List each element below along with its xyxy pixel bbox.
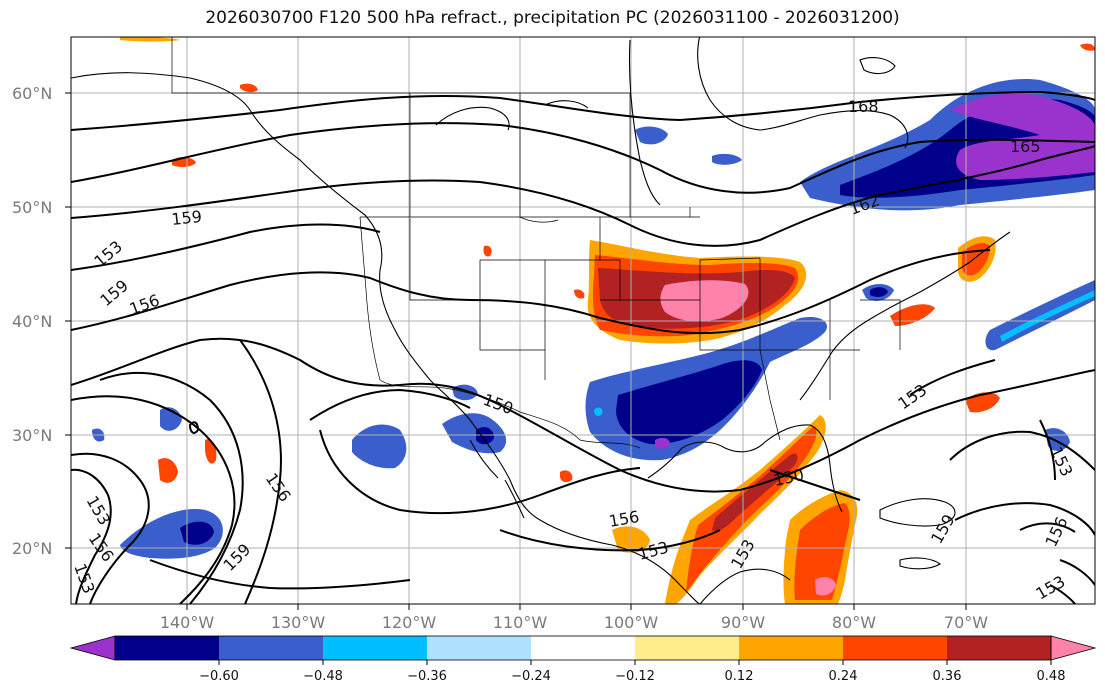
colorbar-tick-label: −0.12 [615,669,655,684]
colorbar-segment [843,636,948,660]
shade-neg-ne-small2 [712,153,742,165]
lon-label: 80°W [832,613,876,632]
tick-marks [65,92,967,610]
lon-label: 130°W [271,613,326,632]
lat-axis-labels: 60°N 50°N 40°N 30°N 20°N [12,84,52,558]
colorbar-segment [323,636,428,660]
shade-neg-ne-core [950,93,1095,180]
lat-label: 60°N [12,84,52,103]
colorbar-tick-label: −0.24 [511,669,551,684]
map-title: 2026030700 F120 500 hPa refract., precip… [205,8,900,28]
shade-pos-topright [1080,43,1095,51]
contour-label: 168 [848,97,879,116]
shade-neg-atlantic-light [1000,290,1095,342]
colorbar-frame [114,635,1052,661]
lat-label: 40°N [12,312,52,331]
map-plot-area: 168 165 162 159 159 156 150 153 150 153 … [71,37,1095,604]
colorbar-tick-label: −0.60 [199,669,239,684]
colorbar-segment [115,636,220,660]
shade-neg-greatlakes-core [870,287,888,297]
colorbar-segment [219,636,324,660]
shade-neg-pac-mid [442,413,507,454]
lon-axis-labels: 140°W 130°W 120°W 110°W 100°W 90°W 80°W … [160,613,988,632]
shade-neg-south-light [594,407,603,417]
shade-neg-pac-mid-core [476,427,494,445]
lon-label: 120°W [382,613,437,632]
shade-neg-south-purple [655,437,670,449]
lon-label: 100°W [604,613,659,632]
shade-pos-carib-core [794,503,850,600]
coastlines [71,37,1011,604]
shade-pos-central-pink [660,280,749,322]
colorbar-extend-high [1050,635,1097,661]
shade-neg-south-core [616,360,762,445]
colorbar-segment [739,636,844,660]
lat-label: 50°N [12,198,52,217]
contour-label: 159 [170,207,202,229]
shade-pos-mid-c [574,289,585,299]
contour-label: 165 [1010,137,1041,156]
precip-shading [92,37,1095,604]
lat-label: 20°N [12,539,52,558]
colorbar-extend-low [69,635,116,661]
colorbar-segment [531,636,636,660]
colorbar-tick-label: 0.24 [829,669,858,684]
height-contours [71,90,1095,604]
shade-pos-mid-b [483,245,492,257]
shade-neg-pac-swirl-outer [120,509,223,559]
borders [171,37,901,449]
colorbar-tick-label: 0.48 [1037,669,1066,684]
colorbar-segment [635,636,740,660]
shade-neg-pac-swirl-core [180,521,214,545]
colorbar-tick-label: −0.36 [407,669,447,684]
lon-label: 110°W [493,613,548,632]
shade-pos-pac-top2 [240,83,258,93]
colorbar-tick-label: 0.12 [725,669,754,684]
colorbar [69,635,1097,661]
shade-pos-pac-top [120,37,180,42]
colorbar-segment [947,636,1052,660]
shade-pos-mid-a [560,470,573,483]
shade-neg-ne-small [635,126,668,145]
lon-label: 140°W [160,613,215,632]
colorbar-tick-label: 0.36 [933,669,962,684]
shade-pos-pac-a [158,458,178,483]
colorbar-tick-label: −0.48 [303,669,343,684]
lon-label: 90°W [721,613,765,632]
lon-label: 70°W [944,613,988,632]
colorbar-ticks: −0.60 −0.48 −0.36 −0.24 −0.12 0.12 0.24 0.36 0.4… [199,660,1066,684]
colorbar-segment [427,636,532,660]
shade-pos-carib-pink [815,576,836,596]
lat-label: 30°N [12,426,52,445]
